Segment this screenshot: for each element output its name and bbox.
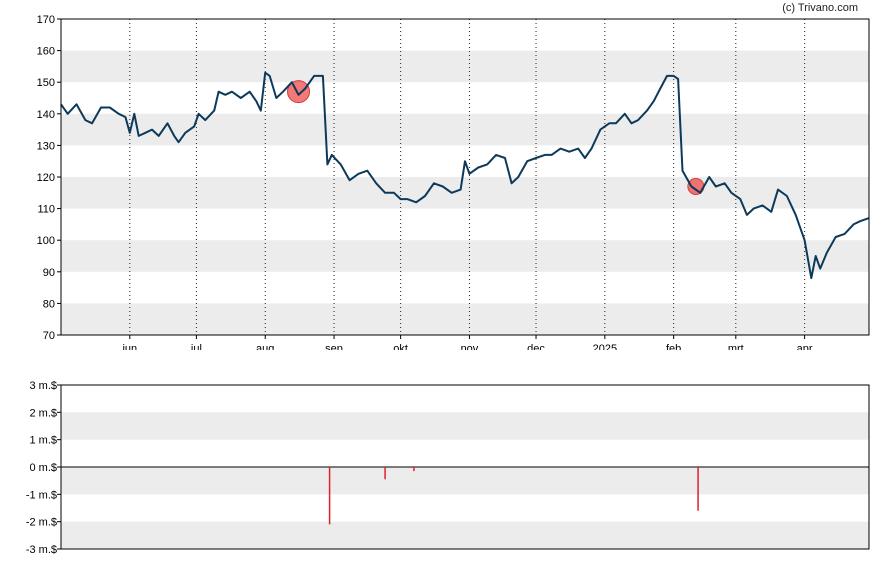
- y-tick-label: 160: [37, 46, 55, 58]
- x-tick-label: dec: [527, 343, 545, 350]
- y-tick-label: 100: [37, 235, 55, 247]
- insider-chart-y-ticks: -3 m.$ -2 m.$ -1 m.$ 0 m.$ 1 m.$ 2 m.$ 3 m.$: [26, 380, 61, 556]
- y-tick-label: 80: [43, 298, 55, 310]
- insider-chart-frame: [60, 384, 870, 550]
- x-tick-label: aug: [256, 343, 274, 350]
- x-tick-label: sep: [325, 343, 343, 350]
- grid-band: [61, 467, 869, 495]
- grid-band: [61, 303, 869, 335]
- price-chart-y-ticks: 70 80 90 100 110 120 130 140 150 160 170: [37, 14, 61, 342]
- price-line: [60, 71, 870, 280]
- credit-label: (c) Trivano.com: [782, 2, 858, 14]
- x-tick-label: nov: [461, 343, 479, 350]
- y-tick-label: -2 m.$: [26, 517, 57, 529]
- y-tick-label: 0 m.$: [29, 462, 57, 474]
- price-chart-series: [60, 71, 870, 280]
- price-chart-gridlines: [129, 19, 806, 335]
- y-tick-label: 2 m.$: [29, 407, 57, 419]
- x-tick-label: apr: [797, 343, 813, 350]
- y-tick-label: -3 m.$: [26, 544, 57, 556]
- y-tick-label: 70: [43, 330, 55, 342]
- grid-band: [61, 412, 869, 440]
- y-tick-label: 110: [37, 204, 55, 216]
- y-tick-label: 3 m.$: [29, 380, 57, 392]
- x-tick-label: 2025: [593, 343, 617, 350]
- y-tick-label: 120: [37, 172, 55, 184]
- insider-chart-bars: [328, 467, 699, 525]
- grid-band: [61, 177, 869, 209]
- y-tick-label: 130: [37, 140, 55, 152]
- y-tick-label: 140: [37, 109, 55, 121]
- y-tick-label: -1 m.$: [26, 489, 57, 501]
- grid-band: [61, 50, 869, 83]
- x-tick-label: mrt: [728, 343, 744, 350]
- insider-chart: -3 m.$ -2 m.$ -1 m.$ 0 m.$ 1 m.$ 2 m.$ 3 m.$: [26, 380, 870, 556]
- grid-band: [61, 240, 869, 272]
- y-tick-label: 90: [43, 267, 55, 279]
- x-tick-label: jun: [121, 343, 137, 350]
- y-tick-label: 1 m.$: [29, 435, 57, 447]
- grid-band: [61, 521, 869, 549]
- x-tick-label: okt: [393, 343, 408, 350]
- x-tick-label: jul: [190, 343, 202, 350]
- price-chart-bands: [61, 19, 869, 335]
- x-tick-label: feb: [666, 343, 681, 350]
- price-chart-x-ticks: jun jul aug sep okt nov dec 2025 feb mrt apr: [121, 335, 813, 350]
- price-chart: 70 80 90 100 110 120 130 140 150 160 170 jun jul aug…: [37, 14, 870, 350]
- grid-band: [61, 113, 869, 146]
- y-tick-label: 170: [37, 14, 55, 26]
- price-chart-frame: [60, 18, 870, 336]
- y-tick-label: 150: [37, 77, 55, 89]
